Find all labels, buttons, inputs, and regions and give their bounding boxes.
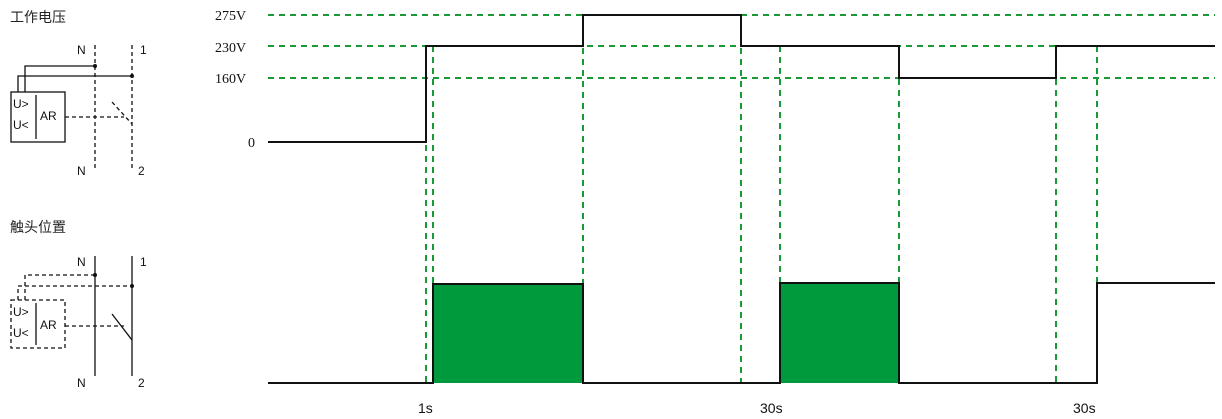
symbol-label-terminal-1: 1 — [140, 43, 147, 57]
symbol-label-module: AR — [40, 318, 57, 332]
supply-wire-n — [24, 65, 95, 92]
contact-heading: 触头位置 — [10, 220, 66, 236]
symbol-label-n-top: N — [77, 43, 86, 57]
voltage-label-0: 0 — [248, 136, 255, 151]
symbol-label-n-top: N — [77, 255, 86, 269]
symbol-label-terminal-2: 2 — [138, 376, 145, 390]
voltage-label-230: 230V — [215, 41, 246, 56]
supply-wire-1 — [17, 285, 132, 300]
symbol-label-module: AR — [40, 109, 57, 123]
relay-symbol-voltage: N 1 U> U< AR N 2 — [10, 43, 147, 178]
symbol-label-u-over: U> — [13, 97, 29, 111]
supply-wire-n — [24, 274, 95, 300]
symbol-label-u-under: U< — [13, 326, 29, 340]
relay-box — [10, 299, 66, 349]
time-label-30s-second: 30s — [1073, 400, 1096, 416]
time-label-30s-first: 30s — [760, 400, 783, 416]
symbol-label-u-over: U> — [13, 305, 29, 319]
symbol-label-u-under: U< — [13, 118, 29, 132]
voltage-heading: 工作电压 — [10, 10, 66, 26]
contact-on-region-2 — [780, 283, 899, 383]
relay-symbol-contact: N 1 U> U< AR N 2 — [10, 255, 147, 390]
switch-blade — [111, 313, 133, 341]
voltage-label-275: 275V — [215, 9, 246, 24]
symbol-label-terminal-2: 2 — [138, 164, 145, 178]
symbol-label-terminal-1: 1 — [140, 255, 147, 269]
time-label-1s: 1s — [418, 400, 433, 416]
symbol-label-n-bottom: N — [77, 376, 86, 390]
supply-wire-1 — [17, 75, 132, 92]
switch-blade — [111, 101, 133, 125]
contact-waveform — [268, 282, 1215, 384]
contact-on-region-1 — [433, 284, 583, 383]
symbol-label-n-bottom: N — [77, 164, 86, 178]
voltage-label-160: 160V — [215, 72, 246, 87]
voltage-waveform — [268, 14, 1215, 143]
